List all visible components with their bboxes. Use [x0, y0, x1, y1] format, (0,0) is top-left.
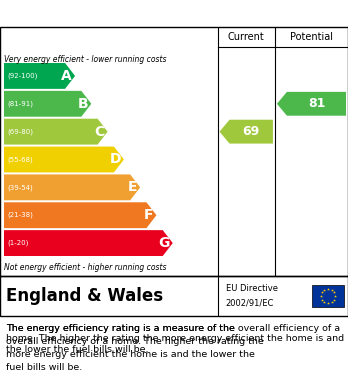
Text: England & Wales: England & Wales	[6, 287, 163, 305]
Text: F: F	[144, 208, 153, 222]
Text: A: A	[61, 69, 72, 83]
Text: D: D	[109, 152, 121, 167]
Text: The energy efficiency rating is a measure of the overall efficiency of a home. T: The energy efficiency rating is a measur…	[6, 324, 344, 354]
Polygon shape	[4, 230, 173, 256]
Text: (1-20): (1-20)	[7, 240, 29, 246]
Text: Very energy efficient - lower running costs: Very energy efficient - lower running co…	[4, 54, 166, 63]
Bar	[312, 285, 344, 307]
Text: (92-100): (92-100)	[7, 73, 37, 79]
Polygon shape	[4, 174, 140, 200]
Polygon shape	[4, 63, 75, 89]
Polygon shape	[277, 92, 346, 116]
Text: more energy efficient the home is and the lower the: more energy efficient the home is and th…	[6, 350, 255, 359]
Text: E: E	[128, 180, 137, 194]
Text: Current: Current	[228, 32, 264, 42]
Polygon shape	[4, 147, 124, 172]
Text: (81-91): (81-91)	[7, 100, 33, 107]
Text: C: C	[94, 125, 105, 139]
Text: fuel bills will be.: fuel bills will be.	[6, 363, 82, 372]
Text: (55-68): (55-68)	[7, 156, 33, 163]
Text: (39-54): (39-54)	[7, 184, 33, 190]
Polygon shape	[220, 120, 273, 143]
Text: overall efficiency of a home. The higher the rating the: overall efficiency of a home. The higher…	[6, 337, 264, 346]
Text: (21-38): (21-38)	[7, 212, 33, 219]
Text: B: B	[78, 97, 88, 111]
Polygon shape	[4, 91, 91, 117]
Text: 2002/91/EC: 2002/91/EC	[226, 299, 274, 308]
Text: G: G	[158, 236, 170, 250]
Text: EU Directive: EU Directive	[226, 284, 277, 293]
Text: 69: 69	[243, 125, 260, 138]
Text: Energy Efficiency Rating: Energy Efficiency Rating	[69, 6, 279, 21]
Text: The energy efficiency rating is a measure of the: The energy efficiency rating is a measur…	[6, 324, 235, 333]
Text: Not energy efficient - higher running costs: Not energy efficient - higher running co…	[4, 264, 166, 273]
Polygon shape	[4, 119, 108, 145]
Polygon shape	[4, 202, 157, 228]
Text: (69-80): (69-80)	[7, 128, 33, 135]
Text: 81: 81	[308, 97, 325, 110]
Text: Potential: Potential	[290, 32, 333, 42]
